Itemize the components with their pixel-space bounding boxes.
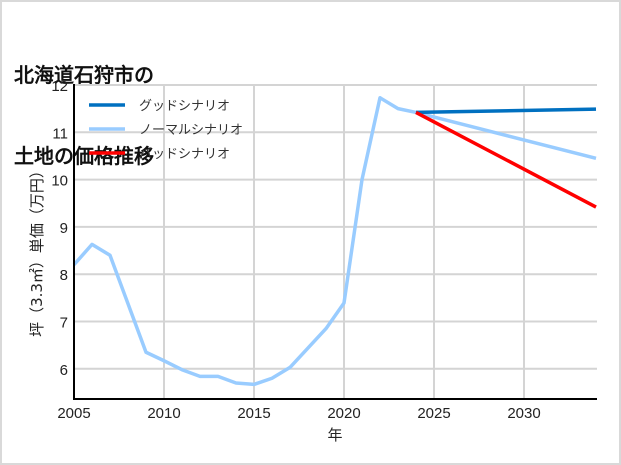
title-line-2: 土地の価格推移 (14, 144, 154, 168)
axes (73, 84, 597, 400)
x-axis-label: 年 (327, 426, 342, 444)
title-line-1: 北海道石狩市の (14, 63, 154, 87)
legend-label: バッドシナリオ (139, 147, 230, 162)
y-tick-label: 12 (51, 78, 68, 95)
series-line (72, 96, 597, 387)
y-tick-label: 11 (52, 125, 68, 142)
y-tick-label: 9 (60, 220, 68, 237)
x-tick-label: 2020 (327, 405, 360, 422)
series-lines (72, 96, 597, 387)
x-tick-label: 2030 (507, 405, 540, 422)
legend-label: グッドシナリオ (139, 99, 230, 114)
y-tick-label: 10 (51, 173, 68, 190)
tick-labels: 6 7 8 9 10 11 12 2005 2010 2015 2020 2025 2030 (51, 78, 540, 422)
x-tick-label: 2010 (147, 405, 180, 422)
series-line (415, 107, 597, 115)
y-tick-label: 6 (60, 362, 68, 379)
chart-title: 北海道石狩市の 土地の価格推移 (14, 8, 154, 197)
x-tick-label: 2005 (57, 405, 90, 422)
x-tick-label: 2025 (417, 405, 450, 422)
series-line (415, 110, 597, 209)
y-axis-label: 坪（3.3㎡）単価（万円） (28, 163, 46, 337)
x-tick-label: 2015 (237, 405, 270, 422)
y-tick-label: 8 (60, 267, 68, 284)
y-tick-label: 7 (60, 315, 68, 332)
legend-label: ノーマルシナリオ (139, 123, 243, 138)
